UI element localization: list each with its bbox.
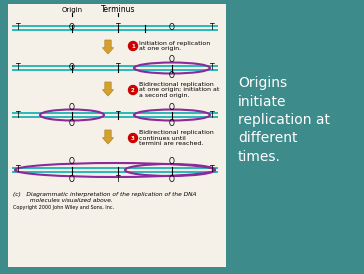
Text: Origin: Origin	[62, 7, 83, 13]
Text: O: O	[69, 118, 75, 127]
Text: 3: 3	[131, 136, 135, 141]
Text: O: O	[169, 118, 175, 127]
Circle shape	[128, 133, 138, 142]
Text: T: T	[116, 175, 120, 184]
Text: T: T	[116, 64, 120, 73]
Text: O: O	[69, 175, 75, 184]
Text: Initiation of replication
at one origin.: Initiation of replication at one origin.	[139, 41, 210, 52]
Text: T: T	[16, 165, 20, 175]
Text: T: T	[16, 24, 20, 33]
Text: O: O	[169, 56, 175, 64]
Text: O: O	[69, 24, 75, 33]
Text: T: T	[16, 110, 20, 119]
Text: T: T	[210, 64, 214, 73]
Text: Terminus: Terminus	[101, 5, 135, 15]
Text: O: O	[69, 102, 75, 112]
Circle shape	[128, 41, 138, 50]
Text: O: O	[169, 72, 175, 81]
Text: T: T	[210, 165, 214, 175]
Text: O: O	[169, 24, 175, 33]
Polygon shape	[102, 40, 114, 54]
Text: Bidirectional replication
at one origin; initiation at
a second origin.: Bidirectional replication at one origin;…	[139, 82, 219, 98]
Text: T: T	[116, 24, 120, 33]
Text: T: T	[210, 24, 214, 33]
Text: Origins
initiate
replication at
different
times.: Origins initiate replication at differen…	[238, 76, 330, 164]
Text: T: T	[210, 110, 214, 119]
Text: O: O	[69, 64, 75, 73]
Polygon shape	[102, 130, 114, 144]
Text: (c)   Diagrammatic interpretation of the replication of the DNA
         molecul: (c) Diagrammatic interpretation of the r…	[13, 192, 197, 203]
Text: T: T	[16, 64, 20, 73]
Polygon shape	[102, 82, 114, 96]
Text: O: O	[169, 102, 175, 112]
Text: Bidirectional replication
continues until
termini are reached.: Bidirectional replication continues unti…	[139, 130, 214, 146]
Text: 2: 2	[131, 87, 135, 93]
Text: Copyright 2000 John Wiley and Sons, Inc.: Copyright 2000 John Wiley and Sons, Inc.	[13, 205, 114, 210]
Text: O: O	[169, 156, 175, 165]
Text: O: O	[169, 175, 175, 184]
FancyBboxPatch shape	[8, 4, 226, 267]
Circle shape	[128, 85, 138, 95]
Text: O: O	[69, 156, 75, 165]
Text: 1: 1	[131, 44, 135, 48]
Text: T: T	[116, 110, 120, 119]
